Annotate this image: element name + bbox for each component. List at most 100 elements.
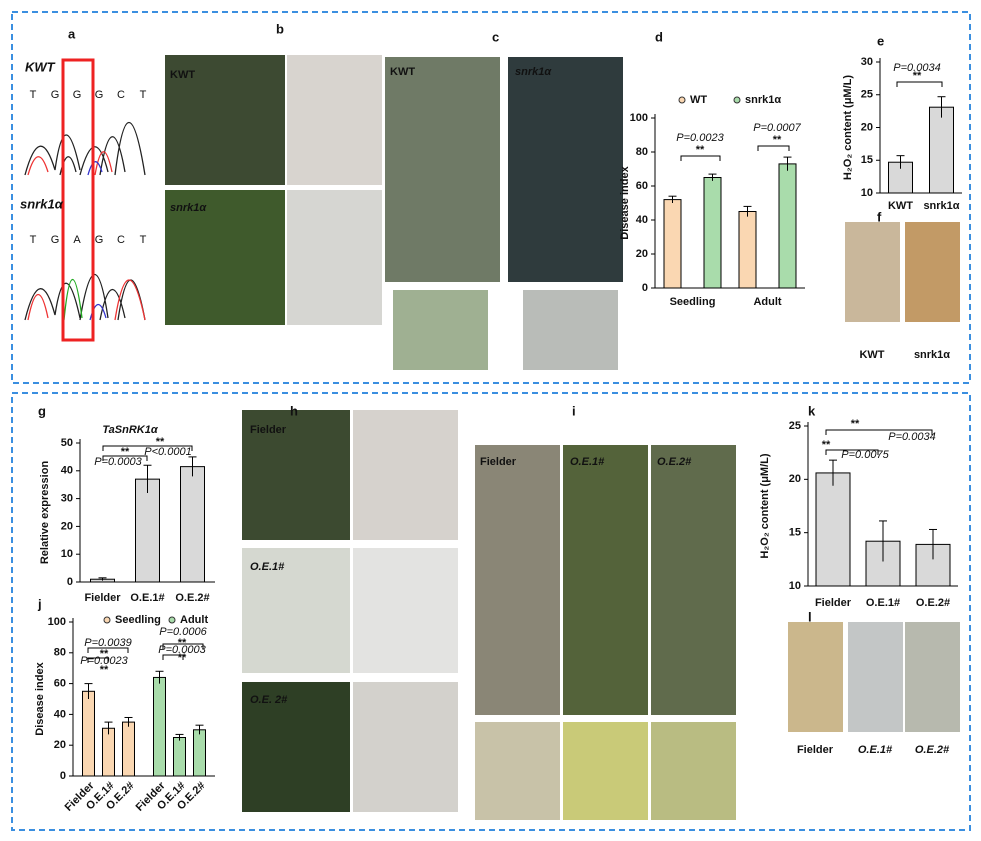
bar <box>102 727 115 777</box>
annotation: P=0.0039 <box>84 637 131 649</box>
bar <box>193 729 206 777</box>
significance-bracket <box>896 81 943 87</box>
y-tick-label: 80 <box>636 146 648 158</box>
photo <box>353 410 458 540</box>
photo-caption: O.E.1# <box>858 744 893 756</box>
y-tick-label: 0 <box>67 576 73 588</box>
legend-marker <box>103 616 111 624</box>
base-letter: G <box>95 234 104 246</box>
annotation: ** <box>100 664 109 676</box>
photo-label: KWT <box>170 69 195 81</box>
y-tick-label: 10 <box>789 580 801 592</box>
chart-title: TaSnRK1α <box>102 424 158 436</box>
photo <box>788 622 843 732</box>
y-tick-label: 40 <box>61 465 73 477</box>
photo <box>651 445 736 715</box>
photo <box>393 290 488 370</box>
y-tick-label: 80 <box>54 647 66 659</box>
annotation: P=0.0034 <box>893 62 940 74</box>
photo <box>353 548 458 673</box>
photo <box>563 445 648 715</box>
photo-label: Fielder <box>480 456 517 468</box>
y-axis-label: H₂O₂ content (μM/L) <box>842 75 854 180</box>
base-letter: T <box>140 89 147 101</box>
base-letter: C <box>117 89 125 101</box>
y-tick-label: 40 <box>636 214 648 226</box>
y-tick-label: 30 <box>861 56 873 68</box>
y-axis-label: Relative expression <box>39 461 51 565</box>
y-tick-label: 10 <box>861 187 873 199</box>
significance-bracket <box>162 654 184 660</box>
y-tick-label: 15 <box>861 154 873 166</box>
legend-label: snrk1α <box>745 94 781 106</box>
annotation: ** <box>178 652 187 664</box>
photo-label: O.E.1# <box>250 561 285 573</box>
base-letter: T <box>140 234 147 246</box>
photo <box>242 548 350 673</box>
significance-bracket <box>102 445 193 451</box>
annotation: P=0.0006 <box>159 626 207 638</box>
panel-letter: j <box>37 596 42 611</box>
y-tick-label: 60 <box>54 678 66 690</box>
annotation: P=0.0003 <box>158 644 206 656</box>
y-tick-label: 40 <box>54 708 66 720</box>
x-tick-label: O.E.2# <box>916 597 950 609</box>
photo <box>475 722 560 820</box>
y-tick-label: 0 <box>642 282 648 294</box>
annotation: ** <box>121 446 130 458</box>
legend-marker <box>168 616 176 624</box>
significance-bracket <box>87 647 129 653</box>
significance-bracket <box>757 145 790 151</box>
significance-bracket <box>680 155 721 161</box>
photo-caption: Fielder <box>797 744 834 756</box>
annotation: P=0.0034 <box>888 431 935 443</box>
significance-bracket <box>102 455 148 461</box>
y-tick-label: 50 <box>61 437 73 449</box>
y-axis-label: H₂O₂ content (μM/L) <box>759 453 771 558</box>
annotation: ** <box>913 70 922 82</box>
photo-label: snrk1α <box>515 66 552 78</box>
photo <box>287 190 382 325</box>
legend-label: Adult <box>180 614 208 626</box>
panel-letter: l <box>808 609 812 624</box>
sample-label: KWT <box>25 59 56 74</box>
bar <box>173 737 186 777</box>
annotation: P=0.0003 <box>94 456 142 468</box>
annotation: ** <box>696 144 705 156</box>
photo <box>242 410 350 540</box>
x-tick-label: O.E.1# <box>866 597 900 609</box>
bar <box>703 177 722 289</box>
photo <box>353 682 458 812</box>
photo-caption: KWT <box>859 349 884 361</box>
legend-label: WT <box>690 94 707 106</box>
base-letter: T <box>30 234 37 246</box>
x-tick-label: snrk1α <box>923 200 959 212</box>
significance-bracket <box>87 657 109 663</box>
annotation: ** <box>178 637 187 649</box>
photo <box>242 682 350 812</box>
base-letter: C <box>117 234 125 246</box>
photo <box>563 722 648 820</box>
chromatogram <box>24 122 146 321</box>
bar <box>153 676 166 777</box>
photo-label: O.E. 2# <box>250 694 288 706</box>
y-tick-label: 25 <box>861 89 873 101</box>
panel-letter: b <box>276 21 284 36</box>
photo <box>845 222 900 322</box>
annotation: P=0.0007 <box>753 122 801 134</box>
photo <box>385 57 500 282</box>
legend-label: Seedling <box>115 614 161 626</box>
bar <box>122 721 135 777</box>
bar <box>738 211 757 289</box>
photo <box>905 222 960 322</box>
photo-caption: O.E.2# <box>915 744 950 756</box>
photo-label: O.E.1# <box>570 456 605 468</box>
x-tick-label: Fielder <box>815 597 852 609</box>
base-letter: G <box>51 89 60 101</box>
y-tick-label: 100 <box>48 616 66 628</box>
base-letter: A <box>73 234 81 246</box>
annotation: ** <box>773 134 782 146</box>
legend-marker <box>733 96 741 104</box>
y-tick-label: 10 <box>61 548 73 560</box>
